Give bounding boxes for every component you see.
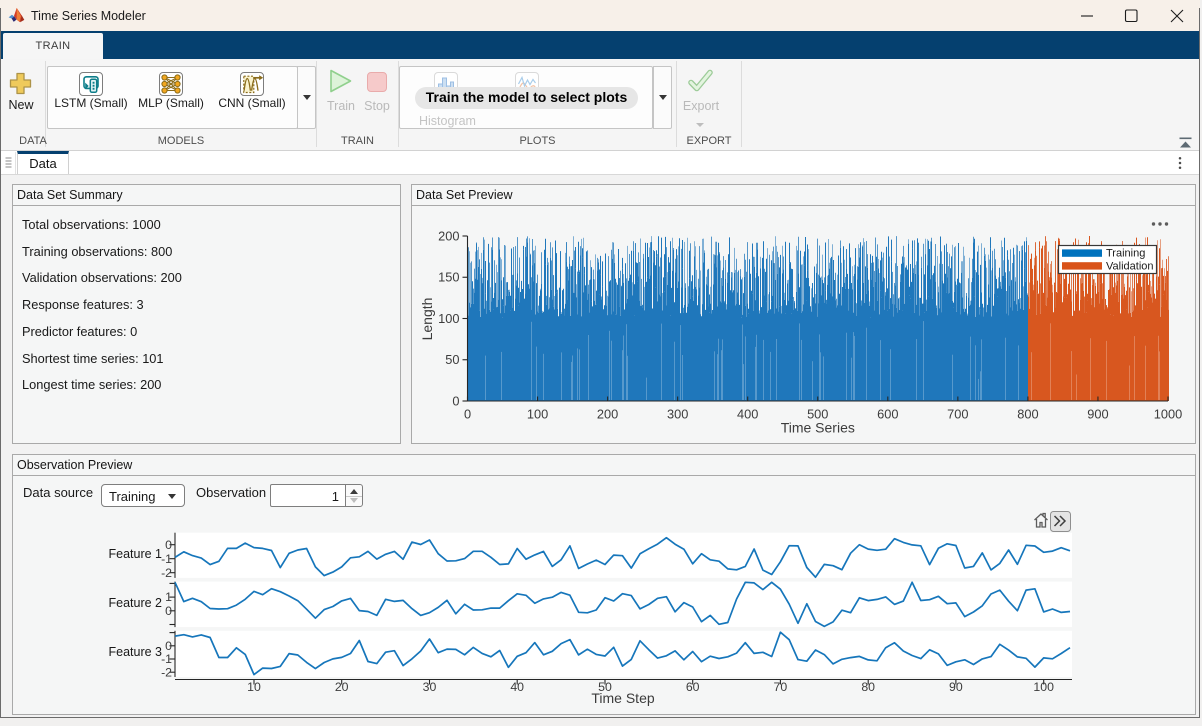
svg-text:500: 500 xyxy=(807,407,828,422)
svg-text:60: 60 xyxy=(686,680,700,694)
svg-text:0: 0 xyxy=(464,407,471,422)
svg-text:700: 700 xyxy=(947,407,968,422)
svg-text:0: 0 xyxy=(165,538,172,552)
svg-text:-1: -1 xyxy=(161,552,172,566)
svg-text:Training: Training xyxy=(1106,248,1145,260)
svg-text:80: 80 xyxy=(861,680,875,694)
svg-text:400: 400 xyxy=(737,407,758,422)
svg-text:0: 0 xyxy=(165,604,172,618)
svg-text:Validation: Validation xyxy=(1106,261,1154,273)
svg-text:20: 20 xyxy=(335,680,349,694)
svg-text:800: 800 xyxy=(1017,407,1038,422)
svg-text:300: 300 xyxy=(667,407,688,422)
svg-text:-1: -1 xyxy=(161,652,172,666)
svg-text:Length: Length xyxy=(419,298,435,341)
svg-text:70: 70 xyxy=(774,680,788,694)
svg-text:10: 10 xyxy=(247,680,261,694)
svg-text:50: 50 xyxy=(445,352,459,367)
svg-text:1000: 1000 xyxy=(1154,407,1182,422)
svg-text:600: 600 xyxy=(877,407,898,422)
svg-text:0: 0 xyxy=(452,393,459,408)
svg-text:30: 30 xyxy=(423,680,437,694)
svg-text:100: 100 xyxy=(438,311,459,326)
svg-text:0: 0 xyxy=(165,639,172,653)
svg-text:1: 1 xyxy=(165,590,172,604)
svg-text:900: 900 xyxy=(1087,407,1108,422)
svg-text:100: 100 xyxy=(1033,680,1054,694)
svg-text:150: 150 xyxy=(438,270,459,285)
svg-text:-2: -2 xyxy=(161,566,172,580)
svg-text:Time Step: Time Step xyxy=(591,690,654,706)
svg-text:200: 200 xyxy=(597,407,618,422)
svg-text:Time Series: Time Series xyxy=(781,420,855,436)
svg-text:-2: -2 xyxy=(161,665,172,679)
svg-text:100: 100 xyxy=(527,407,548,422)
svg-text:90: 90 xyxy=(949,680,963,694)
svg-text:50: 50 xyxy=(598,680,612,694)
svg-text:40: 40 xyxy=(510,680,524,694)
svg-text:200: 200 xyxy=(438,228,459,243)
